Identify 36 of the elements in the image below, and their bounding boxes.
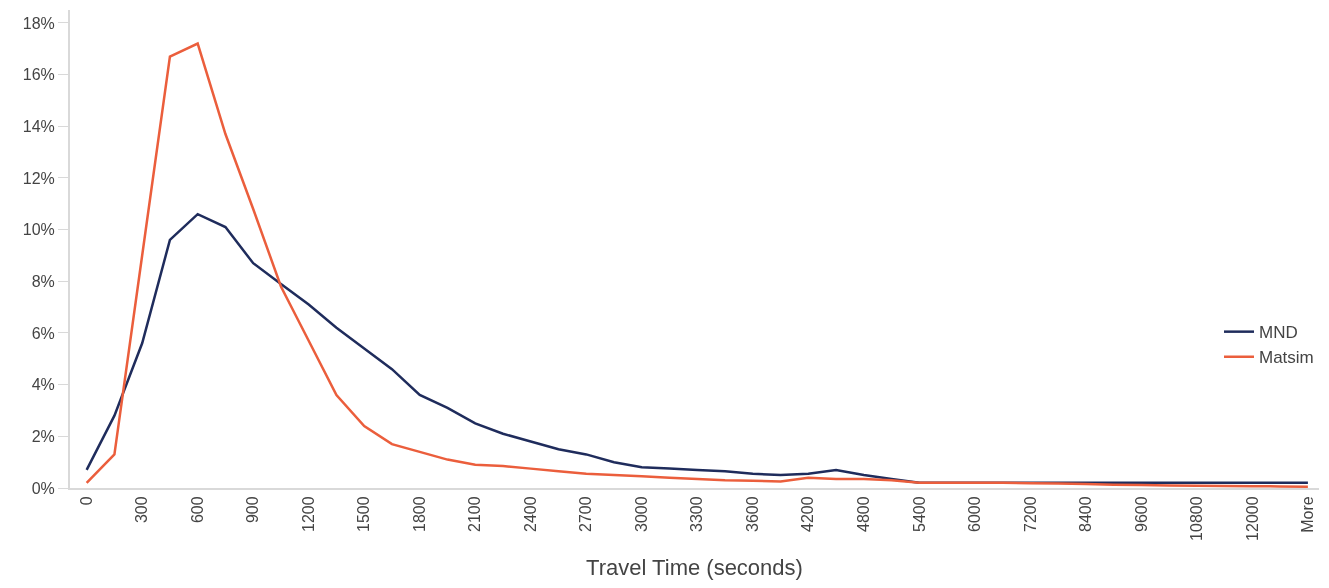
y-tick-label: 4% — [31, 376, 55, 394]
x-tick-label: 8400 — [1077, 496, 1095, 532]
y-tick-label: 16% — [22, 66, 55, 84]
x-tick-label: 12000 — [1243, 496, 1261, 541]
x-tick-label: 2700 — [577, 496, 595, 532]
x-tick-label: 600 — [188, 496, 206, 524]
legend-label: Matsim — [1259, 348, 1314, 368]
x-tick-label: 300 — [133, 496, 151, 524]
y-tick-label: 0% — [31, 479, 55, 497]
y-tick-label: 18% — [22, 14, 55, 32]
x-tick-label: 5400 — [910, 496, 928, 532]
x-tick-label: 4800 — [855, 496, 873, 532]
y-tick-label: 8% — [31, 272, 55, 290]
x-tick-label: 900 — [244, 496, 262, 524]
x-tick-label: 7200 — [1021, 496, 1039, 532]
y-tick-label: 2% — [31, 427, 55, 445]
x-tick-label: 1800 — [410, 496, 428, 532]
y-tick-label: 10% — [22, 221, 55, 239]
x-tick-label: More — [1299, 496, 1317, 533]
x-tick-label: 3000 — [632, 496, 650, 532]
legend-label: MND — [1259, 323, 1298, 343]
x-tick-label: 0 — [77, 496, 95, 506]
x-tick-label: 2400 — [521, 496, 539, 532]
x-tick-label: 10800 — [1188, 496, 1206, 541]
x-tick-label: 3600 — [743, 496, 761, 532]
y-tick-label: 12% — [22, 169, 55, 187]
x-tick-label: 4200 — [799, 496, 817, 532]
y-tick-label: 14% — [22, 117, 55, 135]
y-tick-label: 6% — [31, 324, 55, 342]
x-tick-label: 1500 — [355, 496, 373, 532]
x-tick-label: 3300 — [688, 496, 706, 532]
x-tick-label: 1200 — [299, 496, 317, 532]
x-tick-label: 9600 — [1132, 496, 1150, 532]
x-tick-label: 2100 — [466, 496, 484, 532]
x-axis-title: Travel Time (seconds) — [586, 555, 803, 581]
x-tick-label: 6000 — [966, 496, 984, 532]
